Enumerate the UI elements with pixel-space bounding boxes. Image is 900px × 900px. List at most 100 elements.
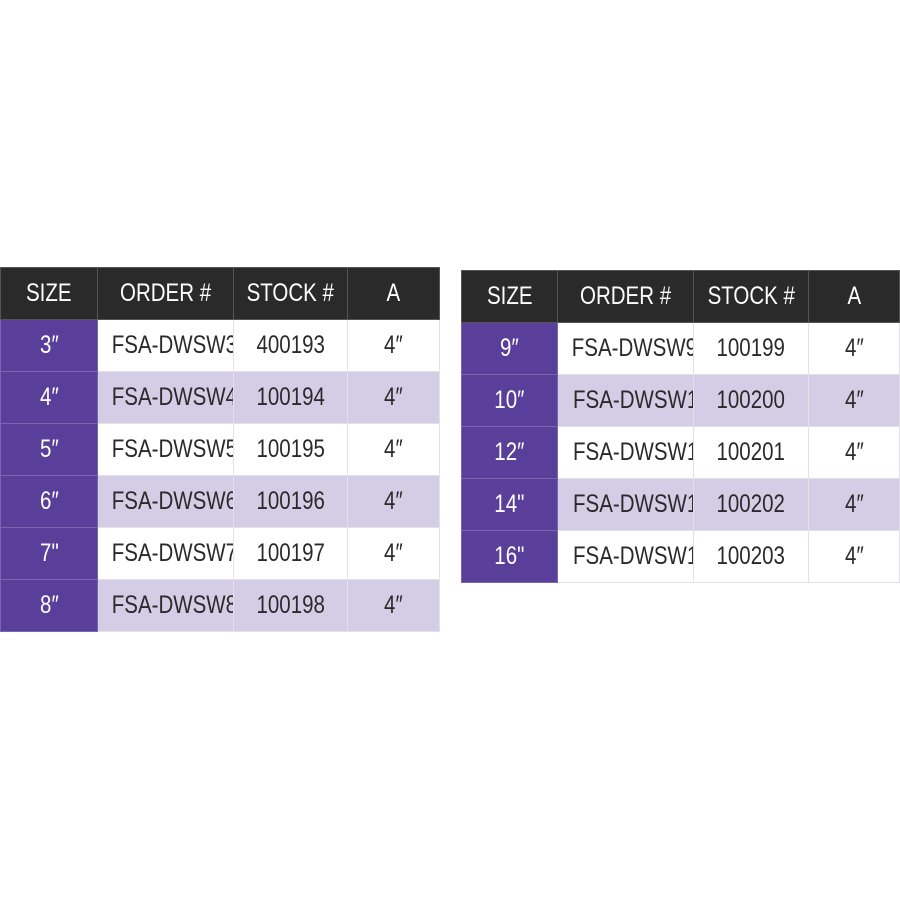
cell-value: 400193 <box>256 331 325 359</box>
cell-a: 4″ <box>808 478 900 531</box>
cell-value: 4″ <box>39 383 59 411</box>
cell-value: 4″ <box>384 383 403 411</box>
cell-value: FSA-DWSW4 <box>111 383 234 411</box>
size-table-right: SIZE ORDER # STOCK # A 9″ FSA-DWSW9 100199 4″ 10… <box>461 270 900 583</box>
header-stock-number: STOCK # <box>693 270 809 323</box>
cell-size: 4″ <box>0 371 98 424</box>
cell-a: 4″ <box>808 530 900 583</box>
cell-stock-number: 100195 <box>233 423 348 476</box>
cell-size: 9″ <box>461 322 558 375</box>
cell-value: 100202 <box>716 490 786 518</box>
cell-value: FSA-DWSW3 <box>111 331 234 359</box>
header-label: SIZE <box>26 279 72 307</box>
cell-value: FSA-DWSW8 <box>111 591 234 619</box>
cell-size: 16" <box>461 530 558 583</box>
cell-size: 3″ <box>0 319 98 372</box>
cell-stock-number: 100203 <box>693 530 809 583</box>
cell-value: FSA-DWSW5 <box>111 435 234 463</box>
cell-value: 14" <box>494 490 525 518</box>
cell-stock-number: 100196 <box>233 475 348 528</box>
header-row: SIZE ORDER # STOCK # A <box>0 267 440 320</box>
cell-order-number: FSA-DWSW9 <box>557 322 694 375</box>
cell-a: 4″ <box>347 527 440 580</box>
header-row: SIZE ORDER # STOCK # A <box>461 270 900 323</box>
cell-a: 4″ <box>347 475 440 528</box>
cell-a: 4″ <box>808 322 900 375</box>
cell-value: 4″ <box>844 542 864 570</box>
header-label: SIZE <box>486 282 533 310</box>
header-label: ORDER # <box>119 279 212 307</box>
cell-size: 5″ <box>0 423 98 476</box>
header-label: STOCK # <box>707 282 795 310</box>
cell-a: 4″ <box>808 374 900 427</box>
cell-size: 14" <box>461 478 558 531</box>
cell-value: FSA-DWSW14 <box>573 490 692 518</box>
cell-size: 10″ <box>461 374 558 427</box>
cell-value: 3″ <box>39 331 59 359</box>
cell-value: 4″ <box>384 591 403 619</box>
cell-value: 4″ <box>384 539 403 567</box>
cell-size: 6″ <box>0 475 98 528</box>
cell-value: 12″ <box>494 438 525 466</box>
header-label: STOCK # <box>246 279 335 307</box>
cell-value: 10″ <box>494 386 525 414</box>
cell-order-number: FSA-DWSW4 <box>97 371 234 424</box>
header-size: SIZE <box>461 270 558 323</box>
header-order-number: ORDER # <box>97 267 234 320</box>
header-size: SIZE <box>0 267 98 320</box>
header-a: A <box>808 270 900 323</box>
cell-value: 100198 <box>256 591 325 619</box>
cell-stock-number: 400193 <box>233 319 348 372</box>
cell-order-number: FSA-DWSW5 <box>97 423 234 476</box>
header-label: ORDER # <box>579 282 672 310</box>
cell-value: 4″ <box>844 334 864 362</box>
cell-value: FSA-DWSW6 <box>111 487 234 515</box>
cell-value: 4″ <box>844 386 864 414</box>
table-row: 8″ FSA-DWSW8 100198 4″ <box>0 579 440 632</box>
cell-value: 4″ <box>384 487 403 515</box>
cell-a: 4″ <box>347 423 440 476</box>
cell-order-number: FSA-DWSW16 <box>557 530 694 583</box>
cell-value: 4″ <box>384 435 403 463</box>
table-row: 9″ FSA-DWSW9 100199 4″ <box>461 322 900 375</box>
cell-value: 100203 <box>716 542 786 570</box>
cell-value: 4″ <box>844 490 864 518</box>
cell-value: 100194 <box>256 383 325 411</box>
cell-value: FSA-DWSW16 <box>573 542 692 570</box>
header-order-number: ORDER # <box>557 270 694 323</box>
cell-value: 5″ <box>39 435 59 463</box>
cell-order-number: FSA-DWSW7 <box>97 527 234 580</box>
table-row: 3″ FSA-DWSW3 400193 4″ <box>0 319 440 372</box>
table-row: 5″ FSA-DWSW5 100195 4″ <box>0 423 440 476</box>
cell-order-number: FSA-DWSW14 <box>557 478 694 531</box>
cell-order-number: FSA-DWSW6 <box>97 475 234 528</box>
cell-value: 4″ <box>844 438 864 466</box>
header-stock-number: STOCK # <box>233 267 348 320</box>
cell-value: 100201 <box>716 438 786 466</box>
cell-stock-number: 100200 <box>693 374 809 427</box>
cell-order-number: FSA-DWSW3 <box>97 319 234 372</box>
cell-stock-number: 100194 <box>233 371 348 424</box>
table-row: 7" FSA-DWSW7 100197 4″ <box>0 527 440 580</box>
cell-value: 16" <box>494 542 525 570</box>
cell-value: FSA-DWSW7 <box>111 539 234 567</box>
cell-value: 100200 <box>716 386 786 414</box>
cell-a: 4″ <box>347 371 440 424</box>
cell-order-number: FSA-DWSW8 <box>97 579 234 632</box>
cell-value: 100196 <box>256 487 325 515</box>
cell-value: FSA-DWSW12 <box>573 438 692 466</box>
cell-value: 4″ <box>384 331 403 359</box>
cell-value: FSA-DWSW9 <box>571 334 694 362</box>
table-row: 12″ FSA-DWSW12 100201 4″ <box>461 426 900 479</box>
cell-stock-number: 100201 <box>693 426 809 479</box>
header-label: A <box>847 282 861 310</box>
table-row: 14" FSA-DWSW14 100202 4″ <box>461 478 900 531</box>
cell-value: 9″ <box>500 334 519 362</box>
cell-value: 7" <box>39 539 59 567</box>
header-label: A <box>386 279 401 307</box>
cell-size: 12″ <box>461 426 558 479</box>
cell-stock-number: 100202 <box>693 478 809 531</box>
cell-size: 7" <box>0 527 98 580</box>
